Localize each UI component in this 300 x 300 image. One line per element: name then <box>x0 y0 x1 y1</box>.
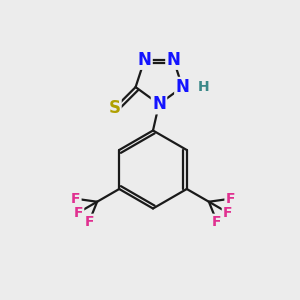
Text: H: H <box>198 80 210 94</box>
Text: F: F <box>71 192 80 206</box>
Text: F: F <box>212 215 222 229</box>
Text: F: F <box>74 206 83 220</box>
Text: F: F <box>84 215 94 229</box>
Text: F: F <box>226 192 235 206</box>
Text: N: N <box>152 95 166 113</box>
Text: N: N <box>167 51 180 69</box>
Text: N: N <box>176 78 189 96</box>
Text: F: F <box>223 206 232 220</box>
Text: S: S <box>108 99 120 117</box>
Text: N: N <box>138 51 152 69</box>
